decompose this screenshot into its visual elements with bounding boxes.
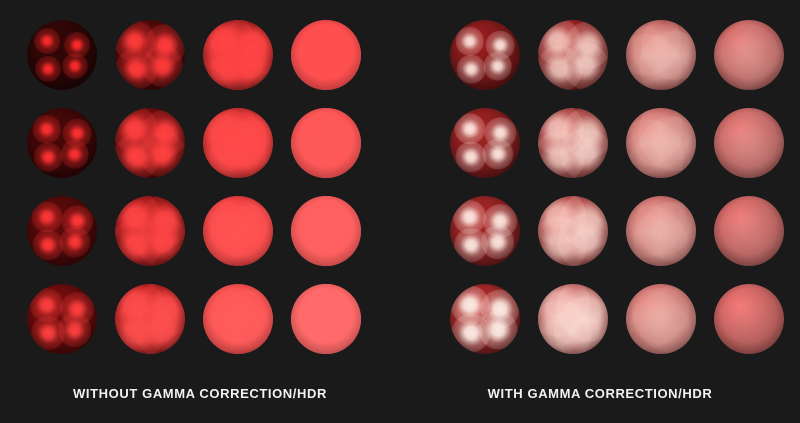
sphere-base-shading [626,20,696,90]
sphere-r4-c1 [450,284,520,354]
caption-without-gamma: WITHOUT GAMMA CORRECTION/HDR [73,386,327,401]
sphere-r4-c3 [626,284,696,354]
sphere-r1-c1 [27,20,97,90]
sphere-r1-c4 [291,20,361,90]
sphere-base-shading [203,284,273,354]
sphere-base-shading [626,108,696,178]
sphere-base-shading [203,108,273,178]
sphere-base-shading [626,196,696,266]
sphere-base-shading [450,20,520,90]
sphere-r2-c3 [626,108,696,178]
sphere-base-shading [27,20,97,90]
sphere-r1-c3 [626,20,696,90]
sphere-r3-c1 [27,196,97,266]
sphere-r4-c3 [203,284,273,354]
sphere-base-shading [115,108,185,178]
sphere-r4-c1 [27,284,97,354]
sphere-grid-with-gamma [400,20,800,370]
sphere-r2-c2 [115,108,185,178]
sphere-base-shading [538,108,608,178]
sphere-r2-c4 [714,108,784,178]
sphere-base-shading [538,196,608,266]
sphere-base-shading [450,196,520,266]
sphere-base-shading [291,108,361,178]
sphere-r2-c1 [450,108,520,178]
panel-with-gamma: WITH GAMMA CORRECTION/HDR [400,0,800,423]
sphere-base-shading [115,20,185,90]
sphere-r3-c1 [450,196,520,266]
sphere-r1-c2 [115,20,185,90]
sphere-base-shading [203,20,273,90]
sphere-r1-c2 [538,20,608,90]
sphere-base-shading [538,20,608,90]
sphere-r2-c2 [538,108,608,178]
sphere-r3-c2 [538,196,608,266]
sphere-r4-c2 [538,284,608,354]
sphere-base-shading [291,284,361,354]
sphere-base-shading [27,108,97,178]
sphere-base-shading [115,284,185,354]
sphere-base-shading [714,20,784,90]
sphere-r3-c4 [714,196,784,266]
sphere-r2-c1 [27,108,97,178]
sphere-r3-c3 [203,196,273,266]
sphere-r1-c4 [714,20,784,90]
sphere-base-shading [27,196,97,266]
sphere-grid-without-gamma [0,20,400,370]
sphere-r1-c1 [450,20,520,90]
sphere-base-shading [538,284,608,354]
sphere-r4-c4 [291,284,361,354]
sphere-base-shading [626,284,696,354]
sphere-base-shading [450,284,520,354]
sphere-r2-c4 [291,108,361,178]
sphere-r3-c2 [115,196,185,266]
sphere-base-shading [714,284,784,354]
sphere-base-shading [714,108,784,178]
caption-with-gamma: WITH GAMMA CORRECTION/HDR [487,386,713,401]
sphere-r4-c4 [714,284,784,354]
sphere-r1-c3 [203,20,273,90]
sphere-base-shading [27,284,97,354]
sphere-r3-c4 [291,196,361,266]
sphere-base-shading [291,196,361,266]
sphere-r4-c2 [115,284,185,354]
sphere-base-shading [450,108,520,178]
sphere-r2-c3 [203,108,273,178]
sphere-r3-c3 [626,196,696,266]
sphere-base-shading [714,196,784,266]
sphere-base-shading [291,20,361,90]
panel-without-gamma: WITHOUT GAMMA CORRECTION/HDR [0,20,400,401]
sphere-base-shading [203,196,273,266]
sphere-base-shading [115,196,185,266]
